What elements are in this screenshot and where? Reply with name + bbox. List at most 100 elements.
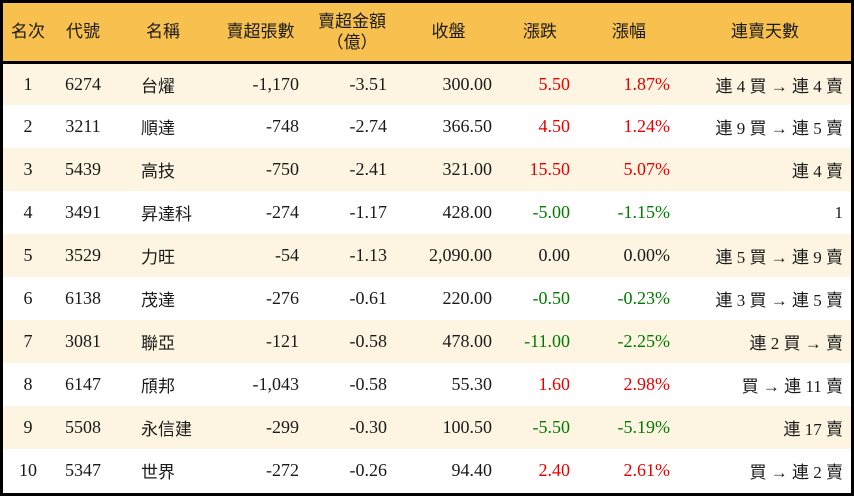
cell-sell-volume: -750 — [213, 148, 308, 191]
cell-price-change-pct: 1.87% — [579, 62, 679, 105]
cell-sell-amount: -0.61 — [308, 277, 396, 320]
col-header-streak: 連賣天數 — [679, 3, 851, 64]
cell-stock-name: 世界 — [113, 449, 213, 492]
cell-stock-code: 6147 — [53, 363, 113, 406]
cell-sell-amount: -3.51 — [308, 62, 396, 105]
cell-stock-code: 3529 — [53, 234, 113, 277]
cell-sell-volume: -272 — [213, 449, 308, 492]
col-header-sell-amount: 賣超金額 （億） — [308, 3, 396, 64]
cell-streak-days: 買 → 連 11 賣 — [679, 363, 851, 406]
table-row: 10 5347 世界 -272 -0.26 94.40 2.40 2.61% 買… — [3, 449, 851, 492]
cell-rank: 9 — [3, 406, 53, 449]
cell-rank: 2 — [3, 105, 53, 148]
cell-stock-name: 昇達科 — [113, 191, 213, 234]
cell-price-change-pct: 2.61% — [579, 449, 679, 492]
cell-rank: 10 — [3, 449, 53, 492]
cell-price-change: -11.00 — [501, 320, 579, 363]
cell-streak-days: 買 → 連 2 賣 — [679, 449, 851, 492]
cell-price-change: 2.40 — [501, 449, 579, 492]
table-row: 6 6138 茂達 -276 -0.61 220.00 -0.50 -0.23%… — [3, 277, 851, 320]
cell-close-price: 100.50 — [396, 406, 501, 449]
cell-price-change: 1.60 — [501, 363, 579, 406]
table-row: 2 3211 順達 -748 -2.74 366.50 4.50 1.24% 連… — [3, 105, 851, 148]
cell-price-change-pct: 5.07% — [579, 148, 679, 191]
cell-price-change-pct: -1.15% — [579, 191, 679, 234]
cell-close-price: 478.00 — [396, 320, 501, 363]
cell-sell-volume: -274 — [213, 191, 308, 234]
cell-price-change-pct: 2.98% — [579, 363, 679, 406]
cell-price-change-pct: 0.00% — [579, 234, 679, 277]
cell-sell-amount: -2.74 — [308, 105, 396, 148]
cell-rank: 3 — [3, 148, 53, 191]
cell-stock-name: 茂達 — [113, 277, 213, 320]
table-row: 5 3529 力旺 -54 -1.13 2,090.00 0.00 0.00% … — [3, 234, 851, 277]
col-header-change-pct: 漲幅 — [579, 3, 679, 64]
cell-sell-amount: -1.13 — [308, 234, 396, 277]
table-row: 7 3081 聯亞 -121 -0.58 478.00 -11.00 -2.25… — [3, 320, 851, 363]
cell-stock-name: 永信建 — [113, 406, 213, 449]
cell-streak-days: 連 2 買 → 賣 — [679, 320, 851, 363]
cell-close-price: 220.00 — [396, 277, 501, 320]
col-header-sell-volume: 賣超張數 — [213, 3, 308, 64]
table-row: 3 5439 高技 -750 -2.41 321.00 15.50 5.07% … — [3, 148, 851, 191]
cell-close-price: 55.30 — [396, 363, 501, 406]
cell-streak-days: 1 — [679, 191, 851, 234]
cell-stock-name: 頎邦 — [113, 363, 213, 406]
cell-close-price: 366.50 — [396, 105, 501, 148]
cell-sell-volume: -54 — [213, 234, 308, 277]
cell-stock-name: 台燿 — [113, 62, 213, 105]
cell-sell-volume: -1,043 — [213, 363, 308, 406]
cell-stock-name: 力旺 — [113, 234, 213, 277]
table-body: 1 6274 台燿 -1,170 -3.51 300.00 5.50 1.87%… — [3, 62, 851, 492]
cell-sell-amount: -0.30 — [308, 406, 396, 449]
cell-rank: 5 — [3, 234, 53, 277]
cell-stock-name: 高技 — [113, 148, 213, 191]
table-row: 9 5508 永信建 -299 -0.30 100.50 -5.50 -5.19… — [3, 406, 851, 449]
cell-stock-code: 3211 — [53, 105, 113, 148]
table-row: 4 3491 昇達科 -274 -1.17 428.00 -5.00 -1.15… — [3, 191, 851, 234]
cell-price-change: 4.50 — [501, 105, 579, 148]
table-row: 8 6147 頎邦 -1,043 -0.58 55.30 1.60 2.98% … — [3, 363, 851, 406]
cell-sell-amount: -0.26 — [308, 449, 396, 492]
cell-stock-code: 5439 — [53, 148, 113, 191]
cell-sell-volume: -1,170 — [213, 62, 308, 105]
cell-rank: 8 — [3, 363, 53, 406]
cell-stock-name: 聯亞 — [113, 320, 213, 363]
cell-sell-volume: -299 — [213, 406, 308, 449]
cell-stock-code: 6138 — [53, 277, 113, 320]
cell-sell-volume: -276 — [213, 277, 308, 320]
cell-rank: 7 — [3, 320, 53, 363]
col-header-sell-amount-line2: （億） — [326, 32, 378, 52]
cell-rank: 4 — [3, 191, 53, 234]
cell-stock-code: 6274 — [53, 62, 113, 105]
col-header-rank: 名次 — [3, 3, 53, 64]
cell-sell-amount: -1.17 — [308, 191, 396, 234]
cell-price-change-pct: -5.19% — [579, 406, 679, 449]
cell-price-change-pct: -2.25% — [579, 320, 679, 363]
cell-sell-amount: -2.41 — [308, 148, 396, 191]
cell-price-change: -5.00 — [501, 191, 579, 234]
cell-price-change: 5.50 — [501, 62, 579, 105]
col-header-code: 代號 — [53, 3, 113, 64]
cell-stock-code: 3081 — [53, 320, 113, 363]
cell-stock-code: 5347 — [53, 449, 113, 492]
cell-streak-days: 連 9 買 → 連 5 賣 — [679, 105, 851, 148]
cell-stock-code: 5508 — [53, 406, 113, 449]
cell-streak-days: 連 3 買 → 連 5 賣 — [679, 277, 851, 320]
cell-rank: 1 — [3, 62, 53, 105]
cell-close-price: 321.00 — [396, 148, 501, 191]
table-header-row: 名次 代號 名稱 賣超張數 賣超金額 （億） 收盤 漲跌 漲幅 連賣天數 — [3, 3, 851, 64]
sell-over-ranking-table: 名次 代號 名稱 賣超張數 賣超金額 （億） 收盤 漲跌 漲幅 連賣天數 1 62… — [3, 3, 851, 492]
table-row: 1 6274 台燿 -1,170 -3.51 300.00 5.50 1.87%… — [3, 62, 851, 105]
cell-sell-volume: -121 — [213, 320, 308, 363]
cell-close-price: 300.00 — [396, 62, 501, 105]
col-header-change: 漲跌 — [501, 3, 579, 64]
cell-price-change: 0.00 — [501, 234, 579, 277]
cell-price-change-pct: -0.23% — [579, 277, 679, 320]
cell-close-price: 428.00 — [396, 191, 501, 234]
col-header-sell-amount-line1: 賣超金額 — [318, 11, 386, 31]
cell-price-change: 15.50 — [501, 148, 579, 191]
cell-price-change: -5.50 — [501, 406, 579, 449]
cell-stock-code: 3491 — [53, 191, 113, 234]
